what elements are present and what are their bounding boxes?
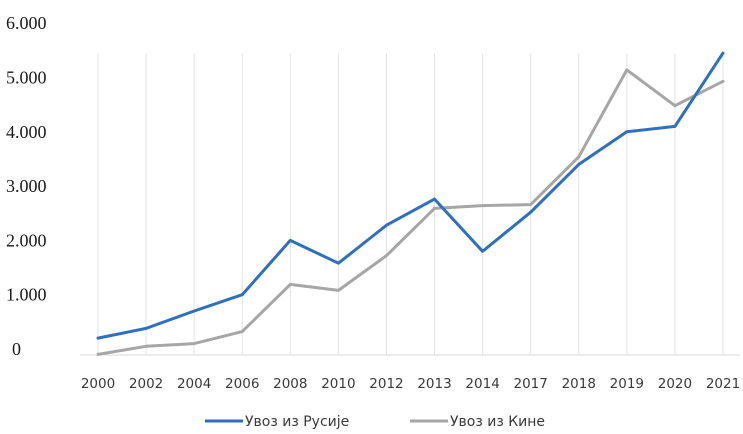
data-point — [577, 163, 580, 166]
x-tick-label: 2006 — [225, 376, 259, 392]
data-point — [241, 330, 244, 333]
x-tick-label: 2019 — [610, 376, 644, 392]
data-point — [673, 104, 677, 107]
data-point — [721, 51, 725, 55]
data-point — [241, 293, 244, 296]
series-lines — [96, 51, 725, 356]
data-point — [481, 204, 484, 207]
x-tick-label: 2018 — [562, 376, 596, 392]
data-point — [289, 283, 292, 286]
x-tick-label: 2014 — [465, 376, 499, 392]
data-point — [192, 342, 196, 345]
x-tick-label: 2017 — [514, 376, 548, 392]
data-point — [433, 197, 436, 201]
y-tick-label: 6.000 — [6, 13, 47, 33]
data-point — [481, 250, 484, 253]
x-tick-label: 2012 — [369, 376, 403, 392]
y-axis-ticks: 0 1.000 2.000 3.000 4.000 5.000 6.000 — [6, 13, 47, 359]
data-point — [433, 207, 436, 210]
x-axis-ticks: 2000 2002 2004 2006 2008 2010 2012 2013 2014 2017… — [81, 376, 740, 392]
data-point — [144, 345, 148, 348]
data-point — [721, 80, 725, 83]
data-point — [96, 336, 100, 340]
x-tick-label: 2008 — [273, 376, 307, 392]
data-point — [192, 309, 196, 313]
x-tick-label: 2021 — [706, 376, 740, 392]
data-point — [337, 289, 340, 292]
legend-label: Увоз из Кине — [450, 414, 545, 430]
data-point — [625, 130, 629, 133]
y-tick-label: 5.000 — [6, 68, 47, 88]
y-tick-label: 1.000 — [6, 285, 47, 305]
data-point — [577, 155, 580, 158]
data-point — [673, 125, 677, 128]
data-point — [529, 210, 532, 214]
x-tick-label: 2004 — [177, 376, 211, 392]
legend: Увоз из Русије Увоз из Кине — [205, 414, 545, 430]
x-tick-label: 2010 — [321, 376, 355, 392]
series-line — [96, 51, 725, 340]
x-tick-label: 2000 — [81, 376, 115, 392]
x-tick-label: 2020 — [658, 376, 692, 392]
data-point — [385, 223, 388, 227]
x-tick-label: 2002 — [129, 376, 163, 392]
legend-label: Увоз из Русије — [245, 414, 349, 430]
y-tick-label: 0 — [12, 339, 21, 359]
data-point — [385, 254, 388, 257]
y-tick-label: 4.000 — [6, 122, 47, 142]
vertical-gridlines — [80, 53, 740, 356]
data-point — [337, 262, 340, 265]
x-tick-label: 2013 — [417, 376, 451, 392]
data-point — [96, 353, 100, 356]
data-point — [529, 203, 532, 206]
data-point — [289, 239, 292, 242]
y-tick-label: 2.000 — [6, 230, 47, 250]
series-line — [96, 68, 725, 356]
data-point — [625, 68, 629, 72]
y-tick-label: 3.000 — [6, 176, 47, 196]
data-point — [144, 327, 148, 330]
